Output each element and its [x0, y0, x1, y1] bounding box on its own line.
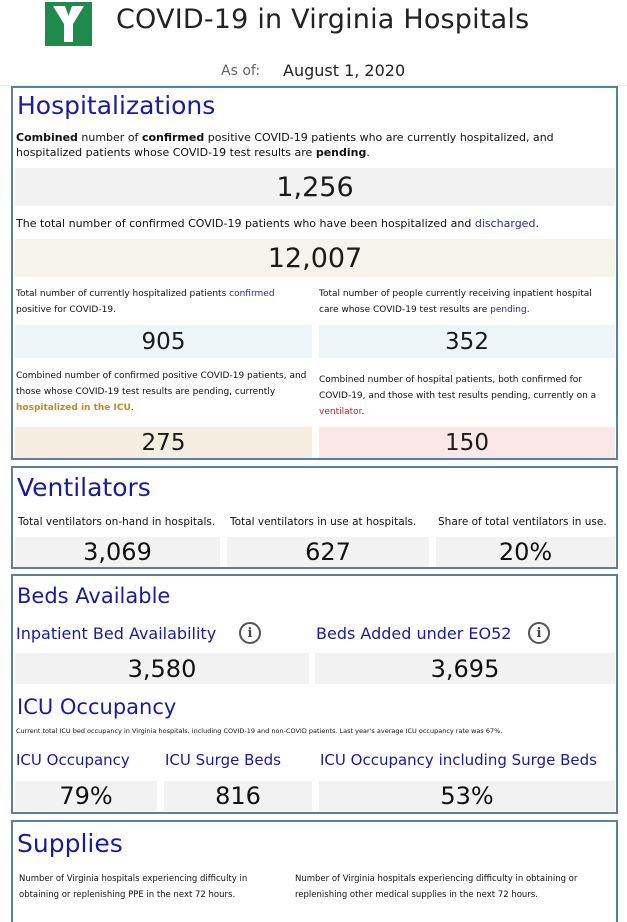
icu-occupancy-value: 79%	[15, 781, 157, 811]
ventilators-on-hand-label: Total ventilators on-hand in hospitals.	[18, 516, 216, 528]
as-of-date: August 1, 2020	[283, 61, 406, 80]
icu-occupancy-label: ICU Occupancy	[16, 751, 130, 769]
pending-value: 352	[319, 325, 615, 358]
inpatient-bed-availability-value: 3,580	[15, 653, 309, 684]
pending-description: Total number of people currently receivi…	[319, 289, 592, 315]
ventilators-in-use-label: Total ventilators in use at hospitals.	[230, 516, 417, 528]
page-title: COVID-19 in Virginia Hospitals	[116, 4, 530, 35]
supplies-ppe-label: Number of Virginia hospitals experiencin…	[19, 874, 248, 900]
ventilator-value: 150	[319, 427, 615, 458]
beds-added-eo52-value: 3,695	[315, 653, 615, 684]
confirmed-description: Total number of currently hospitalized p…	[16, 289, 275, 315]
hospitalizations-title: Hospitalizations	[17, 91, 216, 120]
ventilators-share-label: Share of total ventilators in use.	[438, 516, 607, 528]
ventilator-description: Combined number of hospital patients, bo…	[319, 375, 597, 417]
icu-occupancy-title: ICU Occupancy	[17, 695, 177, 719]
as-of-label: As of:	[221, 63, 261, 79]
hospitalizations-panel: Hospitalizations Combined number of conf…	[11, 86, 618, 460]
confirmed-value: 905	[15, 325, 312, 358]
ventilators-on-hand-value: 3,069	[15, 537, 220, 567]
supplies-panel: Supplies Number of Virginia hospitals ex…	[11, 820, 618, 922]
ventilators-title: Ventilators	[17, 473, 151, 502]
ventilators-share-value: 20%	[436, 537, 615, 567]
icu-surge-beds-value: 816	[164, 781, 312, 811]
combined-hospitalized-value: 1,256	[15, 168, 615, 206]
inpatient-info-icon[interactable]: i	[239, 622, 261, 644]
ventilators-panel: Ventilators Total ventilators on-hand in…	[11, 466, 618, 569]
icu-incl-surge-label: ICU Occupancy including Surge Beds	[320, 751, 597, 769]
icu-value: 275	[15, 427, 312, 458]
dashboard-header: COVID-19 in Virginia Hospitals As of: Au…	[0, 0, 627, 86]
beds-title: Beds Available	[17, 584, 171, 608]
beds-panel: Beds Available Inpatient Bed Availabilit…	[11, 574, 618, 814]
icu-surge-beds-label: ICU Surge Beds	[165, 751, 281, 769]
discharged-description: The total number of confirmed COVID-19 p…	[16, 217, 539, 230]
beds-added-eo52-label: Beds Added under EO52	[316, 624, 512, 643]
virginia-v-logo	[45, 2, 92, 46]
inpatient-bed-availability-label: Inpatient Bed Availability	[16, 624, 217, 643]
icu-description: Combined number of confirmed positive CO…	[16, 371, 307, 413]
icu-incl-surge-value: 53%	[319, 781, 615, 811]
beds-added-info-icon[interactable]: i	[528, 622, 550, 644]
icu-occupancy-note: Current total ICU bed occupancy in Virgi…	[16, 727, 503, 735]
ventilators-in-use-value: 627	[227, 537, 429, 567]
supplies-other-label: Number of Virginia hospitals experiencin…	[295, 874, 578, 900]
supplies-title: Supplies	[17, 829, 123, 858]
discharged-value: 12,007	[15, 239, 615, 277]
combined-description: Combined number of confirmed positive CO…	[16, 131, 554, 159]
